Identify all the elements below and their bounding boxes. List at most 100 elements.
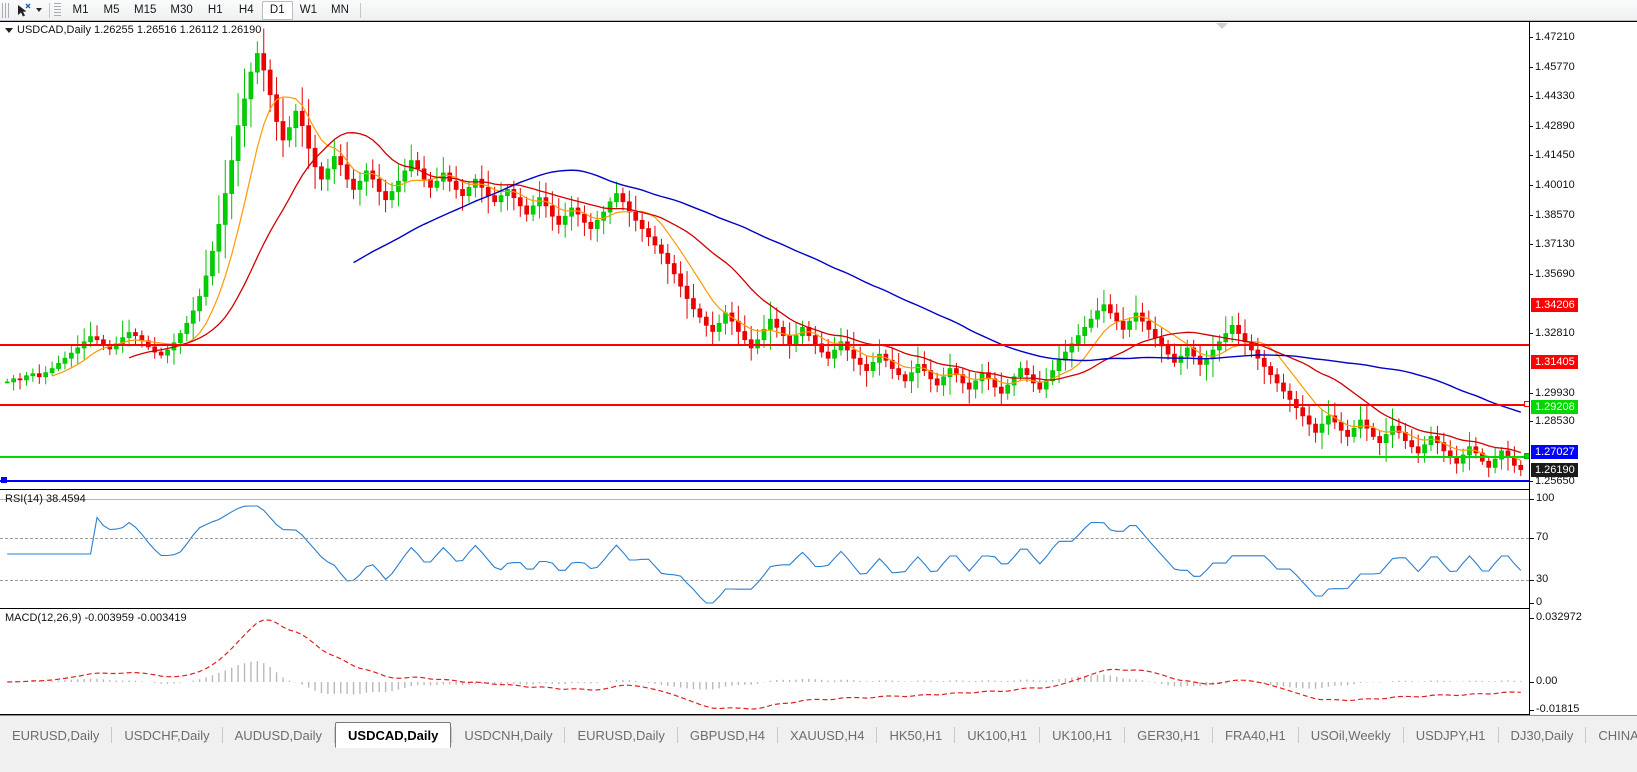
chart-tab-label: USDCNH,Daily [464,727,553,743]
price-axis-tick-label: 1.42890 [1535,119,1575,132]
chart-tab-ger30-h1[interactable]: GER30,H1 [1125,722,1212,748]
caret-down-icon[interactable] [5,27,13,33]
toolbar-separator-2 [359,2,361,18]
price-axis-tick: 1.42890 [1529,120,1637,133]
chart-tab-label: DJ30,Daily [1510,727,1574,743]
chart-tab-usdcnh-daily[interactable]: USDCNH,Daily [452,722,564,748]
macd-axis-tick [1530,682,1534,683]
timeframe-m1[interactable]: M1 [65,1,96,20]
support-line-blue-anchor-left[interactable] [1,477,7,483]
tab-divider [564,727,566,743]
tab-divider [1497,727,1499,743]
chart-tab-label: USDCAD,Daily [348,727,439,743]
cursor-dropdown-button[interactable] [32,2,45,19]
chart-tab-label: USDCHF,Daily [124,727,210,743]
chart-tab-usdcad-daily[interactable]: USDCAD,Daily [335,722,452,748]
price-axis-tick: 1.45770 [1529,61,1637,74]
support-line-blue[interactable] [0,480,1529,482]
timeframe-h1[interactable]: H1 [200,1,231,20]
price-level-badge-green[interactable]: 1.29208 [1531,400,1578,415]
rsi-axis-tick [1530,538,1534,539]
chart-symbol-header[interactable]: USDCAD,Daily 1.26255 1.26516 1.26112 1.2… [5,24,261,36]
price-axis-tick-label: 1.41450 [1535,149,1575,162]
chart-tab-hk50-h1[interactable]: HK50,H1 [877,722,954,748]
chart-tab-label: UK100,H1 [967,727,1028,743]
timeframe-mn[interactable]: MN [324,1,356,20]
tab-divider [954,727,956,743]
chart-tab-label: USOil,Weekly [1310,727,1391,743]
price-axis-tick: 1.37130 [1529,238,1637,251]
price-axis-tick-label: 1.44330 [1535,90,1575,103]
price-axis-tick: 1.25650 [1529,475,1637,488]
chart-tab-uk100-h1[interactable]: UK100,H1 [1040,722,1124,748]
rsi-axis-tick [1530,499,1534,500]
price-axis-tick-label: 1.47210 [1535,30,1575,43]
current-price-line [0,499,1529,500]
macd-axis-label: 0.00 [1536,675,1558,687]
price-level-badge-red[interactable]: 1.34206 [1531,297,1578,312]
timeframe-m5[interactable]: M5 [96,1,127,20]
chart-tab-label: UK100,H1 [1052,727,1113,743]
timeframe-label: M5 [103,4,120,16]
rsi-axis-label: 100 [1536,492,1555,504]
price-axis-tick: 1.47210 [1529,31,1637,44]
tab-divider [1212,727,1214,743]
macd-axis-tick [1530,618,1534,619]
tab-divider [1402,727,1404,743]
resistance-line-1[interactable] [0,344,1529,346]
price-axis-tick: 1.44330 [1529,90,1637,103]
chart-tab-dj30-daily[interactable]: DJ30,Daily [1499,722,1586,748]
chart-tab-label: GER30,H1 [1137,727,1201,743]
chart-tab-xauusd-h4[interactable]: XAUUSD,H4 [778,722,876,748]
tab-divider [1124,727,1126,743]
price-level-badge-red[interactable]: 1.31405 [1531,355,1578,370]
top-toolbar: M1 M5 M15 M30 H1 H4 D1 W1 MN [0,0,1637,21]
tab-divider [221,727,223,743]
chart-tab-usoil-weekly[interactable]: USOil,Weekly [1299,722,1403,748]
timeframe-label: D1 [269,4,285,16]
macd-pane[interactable]: MACD(12,26,9) -0.003959 -0.003419 [0,610,1529,714]
price-axis-tick: 1.35690 [1529,268,1637,281]
timeframe-label: MN [331,4,349,16]
chart-tab-usdchf-daily[interactable]: USDCHF,Daily [112,722,221,748]
rsi-line [7,505,1522,604]
chart-tab-label: USDJPY,H1 [1415,727,1486,743]
chart-tab-eurusd-daily[interactable]: EURUSD,Daily [565,722,676,748]
chart-tab-label: EURUSD,Daily [577,727,665,743]
chart-tab-china300-h1[interactable]: CHINA300,H1 [1586,722,1637,748]
rsi-axis-tick [1530,603,1534,604]
price-level-badge-blue[interactable]: 1.27027 [1531,445,1578,460]
chart-symbol-header-text: USDCAD,Daily 1.26255 1.26516 1.26112 1.2… [17,24,262,36]
timeframe-grip[interactable] [54,2,61,18]
rsi-axis-label: 0 [1536,596,1543,608]
timeframe-label: M30 [170,4,193,16]
chart-tab-gbpusd-h4[interactable]: GBPUSD,H4 [678,722,777,748]
crosshair-cursor-icon[interactable] [14,2,32,19]
price-axis[interactable]: 1.47210 1.45770 1.44330 1.42890 1.41450 1.400… [1529,22,1637,716]
rsi-pane[interactable]: RSI(14) 38.4594 [0,491,1529,609]
price-level-badge-black[interactable]: 1.26190 [1531,462,1578,477]
chart-tab-label: CHINA300,H1 [1598,727,1637,743]
timeframe-w1[interactable]: W1 [293,1,324,20]
price-pane[interactable]: USDCAD,Daily 1.26255 1.26516 1.26112 1.2… [0,22,1530,500]
toolbar-grip[interactable] [2,2,9,18]
chart-frame: USDCAD,Daily 1.26255 1.26516 1.26112 1.2… [0,21,1637,731]
support-line-green[interactable] [0,456,1529,458]
chart-tab-usdjpy-h1[interactable]: USDJPY,H1 [1404,722,1498,748]
price-axis-tick-label: 1.28530 [1535,415,1575,428]
timeframe-m15[interactable]: M15 [127,1,163,20]
chart-scroll-thumb[interactable] [1216,23,1228,29]
chart-tab-eurusd-daily[interactable]: EURUSD,Daily [0,722,111,748]
chart-tab-audusd-daily[interactable]: AUDUSD,Daily [223,722,334,748]
timeframe-h4[interactable]: H4 [231,1,262,20]
timeframe-d1[interactable]: D1 [261,0,293,20]
rsi-axis-tick [1530,580,1534,581]
resistance-line-2[interactable] [0,404,1529,406]
chart-tab-uk100-h1[interactable]: UK100,H1 [955,722,1039,748]
timeframe-m30[interactable]: M30 [163,1,199,20]
tab-divider [1585,727,1587,743]
chart-tab-fra40-h1[interactable]: FRA40,H1 [1213,722,1298,748]
price-axis-tick: 1.40010 [1529,179,1637,192]
macd-axis-label: 0.032972 [1536,611,1582,623]
price-axis-tick-label: 1.38570 [1535,208,1575,221]
